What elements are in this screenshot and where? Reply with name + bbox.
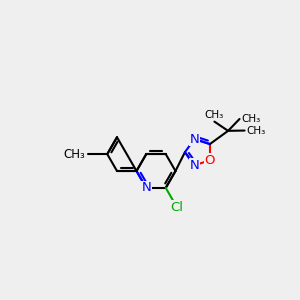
Text: N: N: [190, 159, 199, 172]
Text: CH₃: CH₃: [246, 126, 265, 136]
Text: Cl: Cl: [170, 201, 184, 214]
Text: N: N: [190, 133, 199, 146]
Text: N: N: [141, 182, 151, 194]
Text: O: O: [205, 154, 215, 167]
Text: CH₃: CH₃: [63, 148, 85, 160]
Text: CH₃: CH₃: [205, 110, 224, 120]
Text: CH₃: CH₃: [241, 114, 260, 124]
